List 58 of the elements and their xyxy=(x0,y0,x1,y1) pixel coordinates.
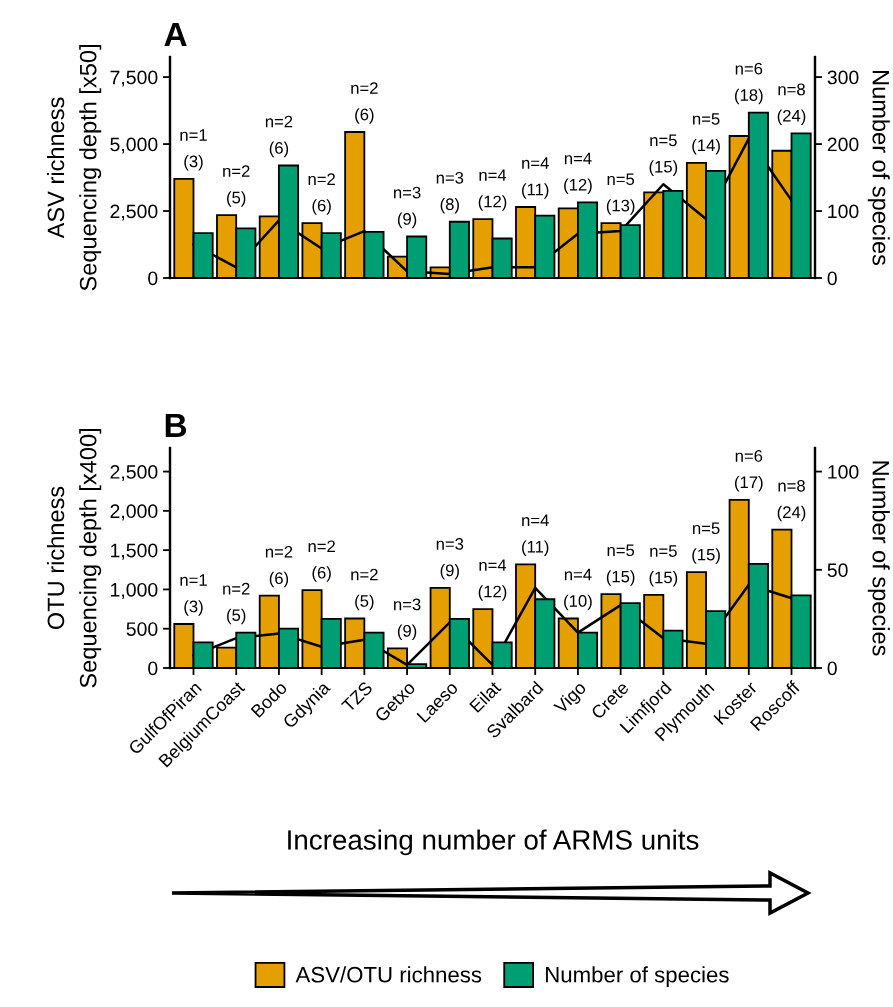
annotation: n=5 (15) xyxy=(649,545,678,587)
y-tick-label: 5,000 xyxy=(110,137,158,154)
y2-tick-label: 100 xyxy=(828,204,859,219)
y-tick-label: 500 xyxy=(126,622,158,636)
annotation: n=5 (15) xyxy=(606,544,635,586)
annotation: n=4 (11) xyxy=(522,514,549,556)
annotation: n=3 (9) xyxy=(394,186,421,229)
annotation: n=3 (9) xyxy=(394,598,421,641)
y2-tick-label: 50 xyxy=(827,563,848,578)
annotation: n=4 (11) xyxy=(522,157,549,199)
x-axis-title: Increasing number of ARMS units xyxy=(288,829,699,856)
y-tick-label: 7,500 xyxy=(110,70,158,87)
annotation: n=2 (5) xyxy=(223,582,250,625)
chart-title: B xyxy=(165,413,187,437)
annotation: n=2 (6) xyxy=(265,115,293,158)
annotation: n=6 (17) xyxy=(735,450,763,492)
y2-tick-label: 300 xyxy=(827,70,859,85)
annotation: n=4 (12) xyxy=(478,559,507,601)
annotation: n=5 (15) xyxy=(649,134,678,176)
annotation: n=2 (6) xyxy=(265,545,293,588)
y-tick-label: 2,500 xyxy=(110,204,158,221)
y-tick-label: 1,500 xyxy=(111,543,158,560)
annotation: n=5 (15) xyxy=(692,522,720,564)
legend-label: ASV/OTU richness xyxy=(295,966,482,983)
y2-tick-label: 100 xyxy=(828,465,859,479)
x-tick-label: Vigo xyxy=(552,680,590,717)
annotation: n=1 (3) xyxy=(180,574,207,616)
y-axis-title: OTU richness Sequencing depth [x400] xyxy=(46,429,102,688)
y2-axis-title: Number of species xyxy=(867,71,890,266)
y-tick-label: 1,000 xyxy=(111,582,158,599)
annotation: n=4 (12) xyxy=(478,169,507,211)
annotation: n=2 (6) xyxy=(351,82,378,124)
y-tick-label: 0 xyxy=(148,661,158,676)
annotation: n=2 (5) xyxy=(351,568,378,611)
y2-tick-label: 0 xyxy=(827,661,837,676)
annotation: n=3 (8) xyxy=(436,171,464,214)
annotation: n=2 (6) xyxy=(308,540,335,582)
annotation: n=5 (13) xyxy=(606,173,635,215)
legend-label: Number of species xyxy=(546,966,729,987)
annotation: n=3 (9) xyxy=(436,538,464,580)
y2-axis-title: Number of species xyxy=(867,461,890,656)
annotation: n=1 (3) xyxy=(180,129,207,171)
y2-tick-label: 200 xyxy=(827,137,859,152)
y-tick-label: 0 xyxy=(148,271,158,286)
annotation: n=6 (18) xyxy=(735,62,763,105)
annotation: n=2 (6) xyxy=(308,173,335,215)
y2-tick-label: 0 xyxy=(827,271,837,286)
annotation: n=8 (24) xyxy=(777,479,806,522)
y-axis-title: ASV richness Sequencing depth [x50] xyxy=(46,45,102,291)
annotation: n=2 (5) xyxy=(223,165,250,207)
annotation: n=4 (12) xyxy=(564,152,592,194)
annotation: n=4 (10) xyxy=(564,568,592,611)
y-tick-label: 2,500 xyxy=(110,465,158,482)
x-tick-label: TZS xyxy=(340,680,374,714)
annotation: n=8 (24) xyxy=(777,83,806,125)
chart-title: A xyxy=(164,22,187,46)
annotation: n=5 (14) xyxy=(692,113,720,155)
y-tick-label: 2,000 xyxy=(110,504,158,521)
